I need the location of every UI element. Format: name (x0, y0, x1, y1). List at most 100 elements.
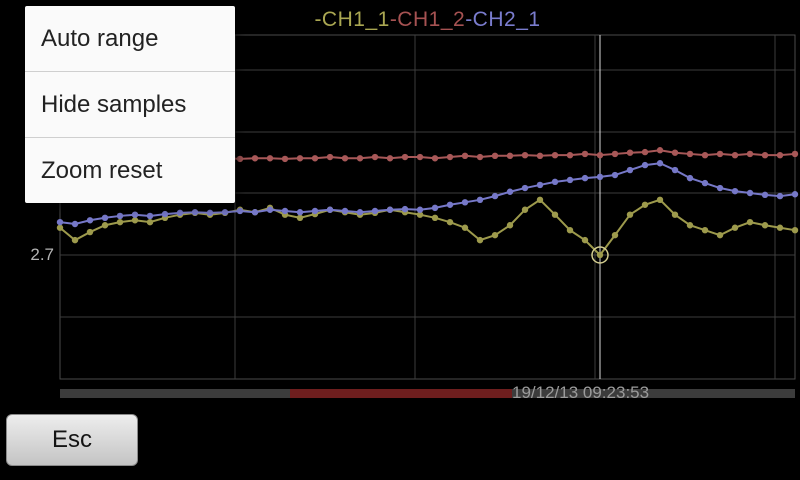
series-CH1_2-sample-dot (491, 152, 499, 159)
series-CH1_1-sample-dot (581, 236, 589, 244)
series-CH2_1-sample-dot (416, 206, 424, 213)
series-CH1_1-sample-dot (686, 222, 694, 229)
series-CH1_2-sample-dot (266, 155, 274, 162)
series-CH1_1-sample-dot (296, 214, 304, 221)
series-CH2_1-sample-dot (431, 204, 439, 212)
series-CH1_1-sample-dot (71, 236, 79, 244)
series-CH2_1-sample-dot (296, 209, 304, 216)
series-CH1_1-sample-dot (86, 228, 94, 236)
series-CH2_1-sample-dot (71, 220, 79, 228)
legend-label-ch1-1: -CH1_1 (314, 8, 390, 31)
series-CH1_2-sample-dot (461, 152, 469, 159)
series-CH1_2-sample-dot (686, 150, 694, 158)
series-CH2_1-sample-dot (776, 192, 784, 200)
series-CH2_1-sample-dot (206, 209, 214, 217)
series-CH1_1-sample-dot (626, 211, 634, 218)
series-CH1_1-sample-dot (56, 224, 64, 231)
series-CH1_1-sample-dot (761, 222, 769, 229)
series-CH1_2-sample-dot (371, 153, 379, 161)
series-CH1_1-sample-dot (431, 214, 439, 221)
series-CH1_1-sample-dot (656, 196, 664, 204)
series-CH1_2-sample-dot (641, 148, 649, 156)
series-CH2_1-sample-dot (506, 188, 514, 195)
series-CH1_1-sample-dot (536, 196, 544, 204)
menu-item-hide-samples[interactable]: Hide samples (41, 91, 187, 118)
series-CH2_1-sample-dot (371, 207, 379, 215)
series-CH1_2-sample-dot (341, 155, 349, 162)
series-CH2_1-sample-dot (251, 209, 259, 216)
series-CH1_1-sample-dot (701, 227, 709, 234)
series-CH2_1-sample-dot (236, 207, 244, 215)
series-CH2_1-sample-dot (386, 206, 394, 213)
series-CH1_1-sample-dot (461, 224, 469, 231)
series-CH1_1-sample-dot (146, 218, 154, 226)
series-CH2_1-sample-dot (356, 209, 364, 216)
series-CH1_2-sample-dot (536, 152, 544, 159)
legend-label-ch1-2: -CH1_2 (389, 8, 466, 31)
menu-divider (25, 137, 235, 138)
series-CH2_1-sample-dot (656, 160, 664, 167)
series-CH1_1-sample-dot (521, 206, 529, 213)
series-CH1_2-sample-dot (401, 153, 409, 161)
series-CH1_1-sample-dot (641, 201, 649, 208)
series-CH2_1-sample-dot (161, 210, 169, 218)
series-CH1_2-sample-dot (551, 151, 559, 159)
series-CH1_2-sample-dot (716, 150, 724, 158)
series-CH1_2-sample-dot (356, 155, 364, 162)
series-CH1_1-sample-dot (566, 227, 574, 234)
series-CH1_2-sample-dot (596, 151, 604, 159)
series-CH1_2-sample-dot (791, 150, 799, 158)
series-CH2_1-sample-dot (281, 207, 289, 215)
series-CH2_1-sample-dot (746, 189, 754, 197)
esc-button[interactable]: Esc (6, 414, 138, 466)
series-CH2_1-sample-dot (581, 174, 589, 182)
series-CH2_1-sample-dot (191, 209, 199, 216)
selected-sample-marker (591, 246, 609, 264)
series-CH2_1-sample-dot (476, 196, 484, 204)
series-CH2_1-sample-dot (716, 184, 724, 192)
series-CH2_1-sample-dot (131, 211, 139, 218)
series-CH1_1-sample-dot (716, 231, 724, 239)
series-CH1_2-sample-dot (236, 155, 244, 163)
series-CH2_1-sample-dot (446, 201, 454, 208)
series-CH2_1-sample-dot (146, 212, 154, 220)
series-CH2_1-sample-dot (791, 191, 799, 198)
scrollbar-selection[interactable] (290, 389, 512, 398)
series-CH1_2-sample-dot (281, 155, 289, 163)
series-CH1_1-sample-dot (671, 211, 679, 218)
series-CH2_1-sample-dot (221, 209, 229, 216)
series-CH1_1-sample-dot (551, 211, 559, 218)
series-CH1_2-sample-dot (521, 151, 529, 159)
menu-item-auto-range[interactable]: Auto range (41, 25, 159, 52)
series-CH2_1-sample-dot (56, 218, 64, 226)
series-CH1_2-sample-dot (416, 153, 424, 161)
menu-item-zoom-reset[interactable]: Zoom reset (41, 157, 163, 184)
series-CH1_1-sample-dot (791, 227, 799, 234)
series-CH1_2-sample-dot (611, 150, 619, 158)
series-CH2_1-sample-dot (86, 217, 94, 224)
series-CH2_1-sample-dot (311, 207, 319, 215)
series-CH2_1-sample-dot (761, 191, 769, 199)
series-CH2_1-sample-dot (641, 161, 649, 169)
series-CH2_1-sample-dot (626, 166, 634, 174)
series-CH1_2-sample-dot (476, 153, 484, 161)
series-CH2_1-sample-dot (731, 187, 739, 195)
series-CH1_2-sample-dot (566, 151, 574, 159)
series-CH1_2-sample-dot (311, 155, 319, 162)
chart-legend: -CH1_1-CH1_2-CH2_1 (60, 8, 795, 32)
context-menu: Auto range Hide samples Zoom reset (25, 6, 235, 203)
series-CH1_1-sample-dot (446, 218, 454, 226)
series-CH1_2-sample-dot (296, 155, 304, 162)
menu-divider (25, 71, 235, 72)
series-CH1_1-sample-dot (476, 236, 484, 244)
series-CH2_1-sample-dot (401, 205, 409, 213)
series-CH2_1-sample-dot (521, 184, 529, 192)
series-CH1_1-sample-dot (746, 218, 754, 226)
series-CH2_1-sample-dot (701, 179, 709, 187)
series-CH1_2-sample-dot (386, 155, 394, 162)
cursor-timestamp: 19/12/13 09:23:53 (512, 383, 650, 402)
series-CH2_1-sample-dot (611, 171, 619, 179)
series-CH1_2-sample-dot (581, 150, 589, 158)
